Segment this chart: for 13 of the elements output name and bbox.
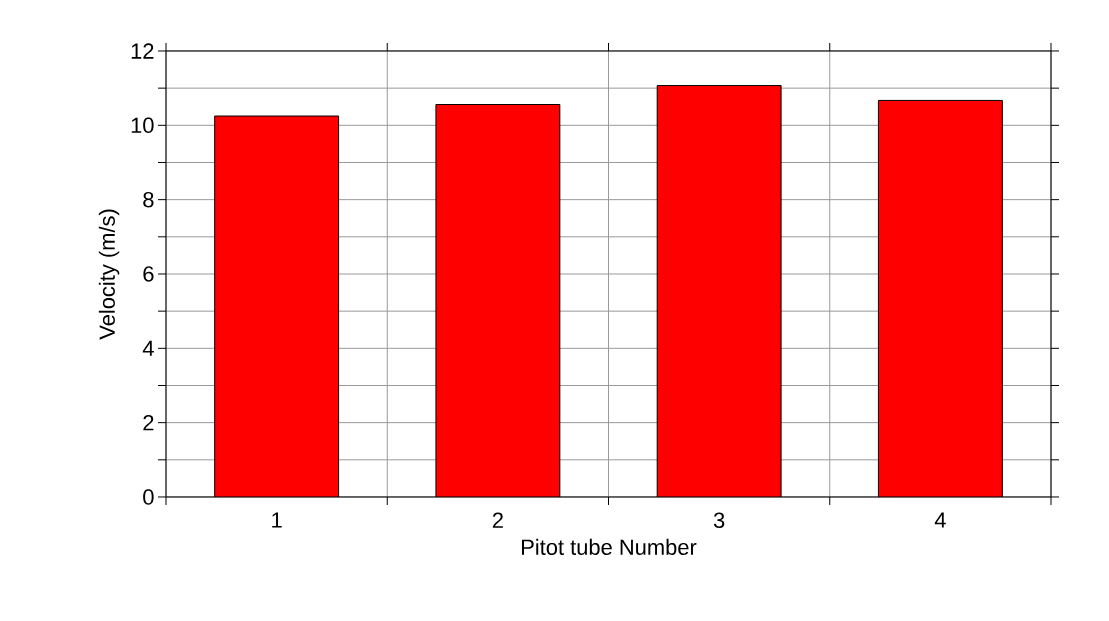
y-tick-label: 6 [143, 266, 154, 282]
x-axis-title: Pitot tube Number [521, 538, 697, 555]
y-tick-label: 4 [142, 340, 154, 356]
x-tick-label: 2 [492, 512, 503, 528]
x-tick-label: 3 [713, 512, 725, 529]
y-tick-label: 12 [131, 43, 154, 59]
y-tick-label: 0 [143, 489, 154, 505]
y-axis-title: Velocity (m/s) [98, 209, 120, 340]
x-tick-label: 1 [272, 512, 282, 528]
y-tick-label: 10 [131, 117, 154, 134]
y-tick-label: 8 [143, 191, 154, 208]
y-tick-label: 2 [143, 414, 154, 431]
x-tick-label: 4 [934, 512, 946, 528]
